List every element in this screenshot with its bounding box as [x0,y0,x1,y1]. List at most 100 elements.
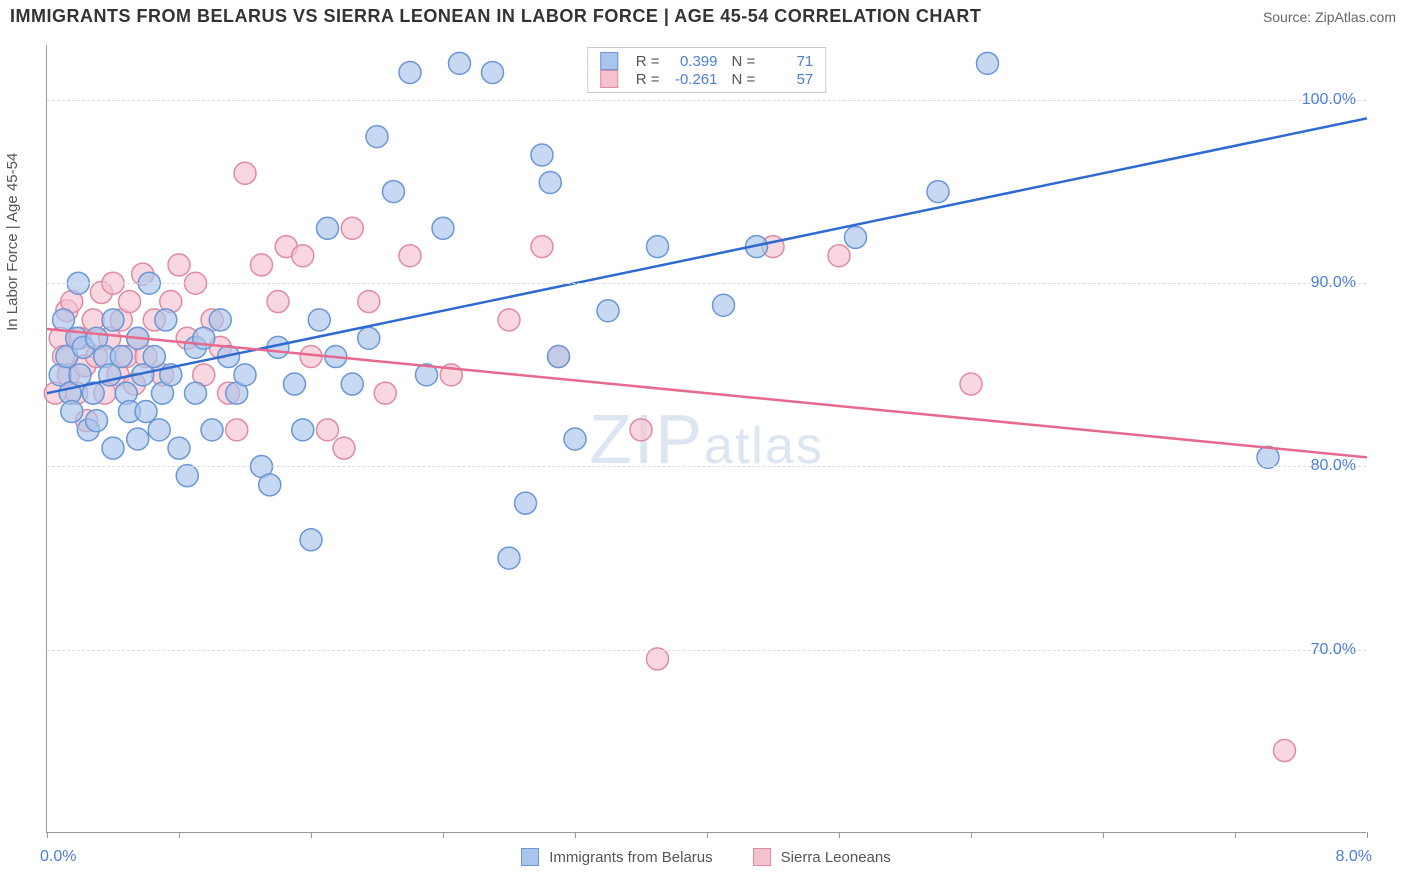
x-tick [179,832,180,838]
data-point-belarus [597,300,619,322]
r-value-sierra: -0.261 [668,71,718,88]
data-point-belarus [308,309,330,331]
data-point-sierra [317,419,339,441]
legend-stats-row-sierra: R = -0.261 N = 57 [600,70,814,88]
data-point-belarus [86,410,108,432]
data-point-sierra [226,419,248,441]
r-label: R = [636,71,660,88]
r-label: R = [636,53,660,70]
data-point-belarus [548,346,570,368]
data-point-belarus [927,181,949,203]
grid-line [47,466,1366,467]
x-tick [47,832,48,838]
data-point-belarus [713,294,735,316]
x-tick [971,832,972,838]
legend-stats-box: R = 0.399 N = 71 R = -0.261 N = 57 [587,47,827,93]
data-point-sierra [267,291,289,313]
r-value-belarus: 0.399 [668,53,718,70]
data-point-belarus [482,61,504,83]
data-point-sierra [333,437,355,459]
grid-line [47,650,1366,651]
n-value-sierra: 57 [763,71,813,88]
x-tick [311,832,312,838]
data-point-belarus [564,428,586,450]
data-point-belarus [61,401,83,423]
data-point-belarus [176,465,198,487]
data-point-belarus [234,364,256,386]
trend-line-belarus [47,118,1367,393]
data-point-sierra [630,419,652,441]
data-point-sierra [647,648,669,670]
data-point-belarus [531,144,553,166]
y-tick-label: 90.0% [1311,274,1356,292]
data-point-belarus [168,437,190,459]
data-point-belarus [259,474,281,496]
data-point-belarus [432,217,454,239]
chart-title: IMMIGRANTS FROM BELARUS VS SIERRA LEONEA… [10,6,981,27]
data-point-belarus [135,401,157,423]
data-point-belarus [977,52,999,74]
x-tick [1103,832,1104,838]
data-point-belarus [383,181,405,203]
data-point-sierra [374,382,396,404]
data-point-belarus [449,52,471,74]
legend-item-belarus: Immigrants from Belarus [521,848,712,866]
legend-label-belarus: Immigrants from Belarus [549,849,712,866]
data-point-sierra [1274,740,1296,762]
data-point-belarus [102,437,124,459]
data-point-sierra [960,373,982,395]
y-axis-title: In Labor Force | Age 45-54 [4,153,21,331]
chart-source: Source: ZipAtlas.com [1263,9,1396,25]
x-tick [707,832,708,838]
x-tick [839,832,840,838]
data-point-belarus [209,309,231,331]
plot-area: ZIPatlas R = 0.399 N = 71 R = -0.261 N =… [46,45,1366,833]
data-point-sierra [119,291,141,313]
data-point-sierra [234,162,256,184]
data-point-belarus [155,309,177,331]
x-tick [443,832,444,838]
data-point-belarus [148,419,170,441]
swatch-sierra-icon [753,848,771,866]
data-point-belarus [185,382,207,404]
data-point-sierra [168,254,190,276]
legend-label-sierra: Sierra Leoneans [781,849,891,866]
data-point-belarus [845,226,867,248]
legend-series: Immigrants from Belarus Sierra Leoneans [46,848,1366,866]
data-point-belarus [143,346,165,368]
chart-canvas [47,45,1366,832]
swatch-belarus [600,52,618,70]
data-point-sierra [251,254,273,276]
data-point-sierra [292,245,314,267]
data-point-belarus [366,126,388,148]
grid-line [47,283,1366,284]
data-point-belarus [539,171,561,193]
grid-line [47,100,1366,101]
n-label: N = [732,53,756,70]
swatch-belarus-icon [521,848,539,866]
data-point-belarus [292,419,314,441]
data-point-belarus [284,373,306,395]
swatch-sierra [600,70,618,88]
data-point-belarus [110,346,132,368]
data-point-sierra [358,291,380,313]
x-tick [1367,832,1368,838]
data-point-belarus [647,236,669,258]
n-value-belarus: 71 [763,53,813,70]
data-point-belarus [358,327,380,349]
y-tick-label: 80.0% [1311,457,1356,475]
data-point-belarus [102,309,124,331]
x-tick [575,832,576,838]
data-point-belarus [53,309,75,331]
data-point-belarus [300,529,322,551]
data-point-sierra [828,245,850,267]
x-tick [1235,832,1236,838]
data-point-belarus [317,217,339,239]
data-point-belarus [127,428,149,450]
data-point-belarus [341,373,363,395]
data-point-sierra [531,236,553,258]
data-point-sierra [498,309,520,331]
n-label: N = [732,71,756,88]
y-tick-label: 70.0% [1311,641,1356,659]
data-point-belarus [69,364,91,386]
